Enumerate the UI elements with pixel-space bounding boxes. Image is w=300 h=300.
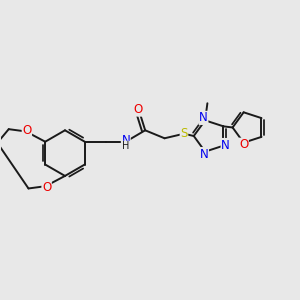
Text: N: N: [221, 139, 230, 152]
Text: S: S: [180, 127, 188, 140]
Text: O: O: [134, 103, 143, 116]
Text: O: O: [22, 124, 32, 137]
Text: N: N: [200, 148, 208, 160]
Text: H: H: [122, 141, 130, 151]
Text: O: O: [239, 138, 248, 151]
Text: N: N: [199, 111, 208, 124]
Text: O: O: [42, 181, 51, 194]
Text: N: N: [122, 134, 130, 146]
